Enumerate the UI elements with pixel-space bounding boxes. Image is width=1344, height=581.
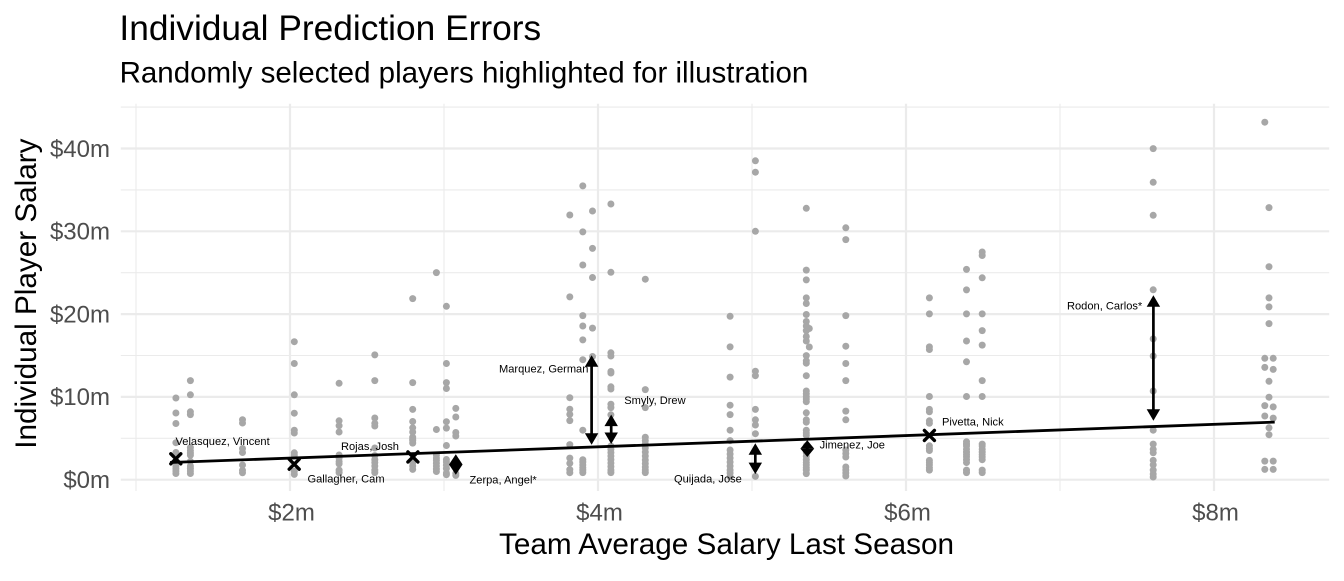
- svg-text:Marquez, German: Marquez, German: [499, 363, 588, 375]
- svg-text:$10m: $10m: [50, 384, 110, 411]
- svg-text:Team Average Salary Last Seaso: Team Average Salary Last Season: [499, 528, 954, 561]
- svg-text:$30m: $30m: [50, 219, 110, 246]
- svg-text:Quijada, Jose: Quijada, Jose: [674, 474, 742, 486]
- svg-text:Individual Prediction Errors: Individual Prediction Errors: [119, 9, 541, 48]
- svg-text:Smyly, Drew: Smyly, Drew: [624, 395, 686, 407]
- svg-text:Pivetta, Nick: Pivetta, Nick: [942, 416, 1004, 428]
- svg-text:Rojas, Josh: Rojas, Josh: [341, 441, 399, 453]
- svg-text:Gallagher, Cam: Gallagher, Cam: [308, 474, 385, 486]
- svg-text:Rodon, Carlos*: Rodon, Carlos*: [1067, 300, 1143, 312]
- svg-text:Individual Player Salary: Individual Player Salary: [10, 138, 43, 448]
- svg-text:Zerpa, Angel*: Zerpa, Angel*: [470, 475, 538, 487]
- svg-text:$2m: $2m: [268, 500, 315, 527]
- svg-text:$8m: $8m: [1192, 500, 1239, 527]
- svg-text:$6m: $6m: [884, 500, 931, 527]
- svg-text:$0m: $0m: [63, 467, 110, 494]
- svg-text:$40m: $40m: [50, 136, 110, 163]
- svg-text:Velasquez, Vincent: Velasquez, Vincent: [176, 436, 270, 448]
- svg-text:$4m: $4m: [576, 500, 623, 527]
- svg-text:Jimenez, Joe: Jimenez, Joe: [820, 439, 885, 451]
- svg-text:$20m: $20m: [50, 301, 110, 328]
- svg-text:Randomly selected players high: Randomly selected players highlighted fo…: [120, 57, 809, 90]
